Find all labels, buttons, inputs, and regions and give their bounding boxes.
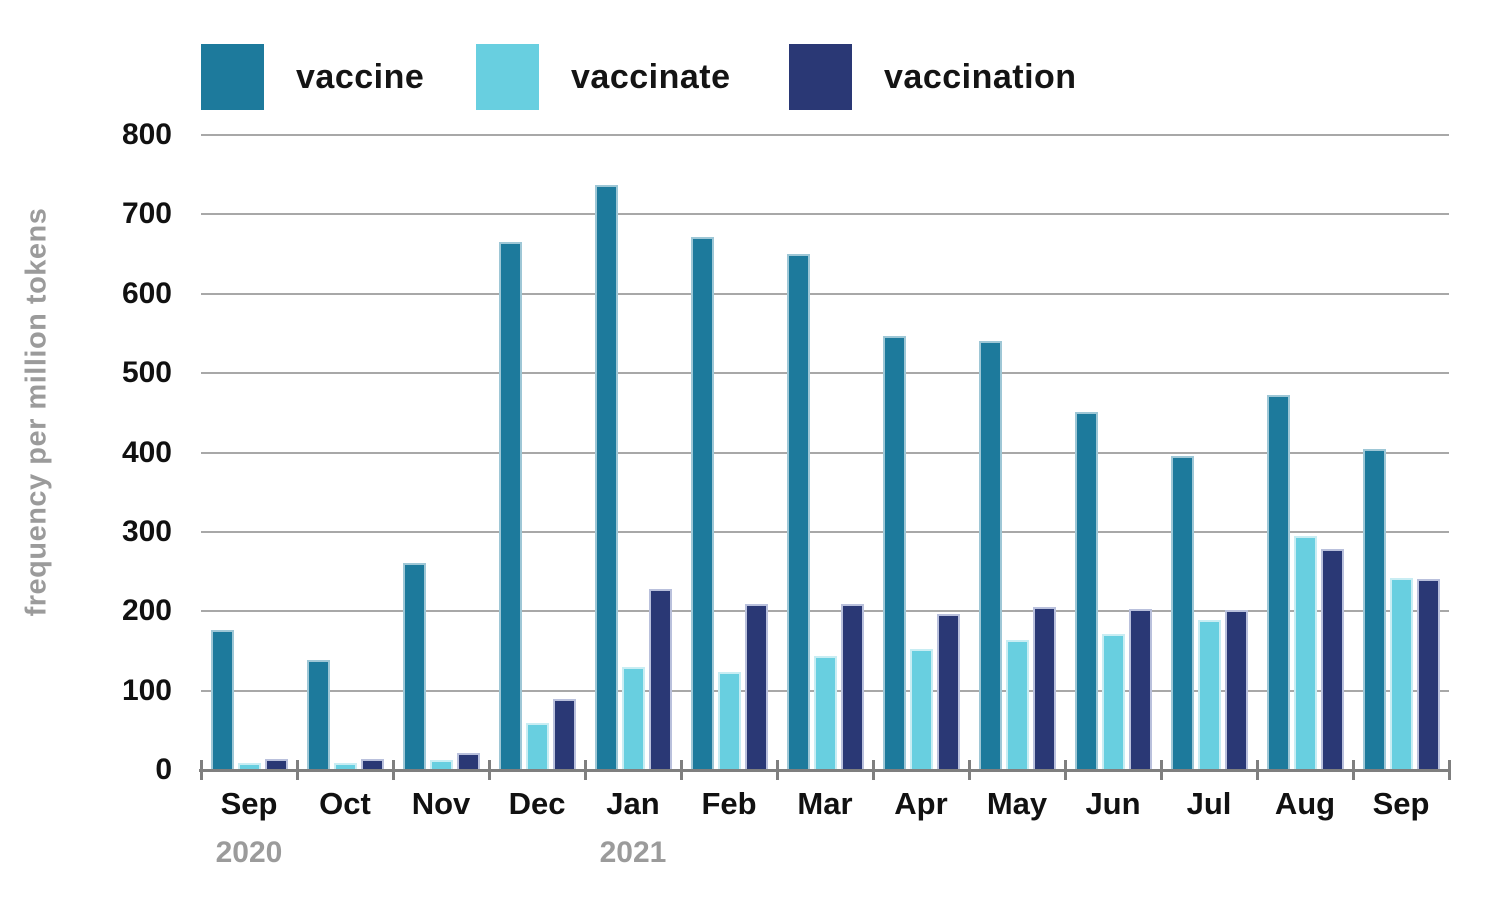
bar-vaccination-may-8 (1033, 607, 1056, 770)
x-axis-label-nov-2: Nov (411, 786, 471, 821)
gridline-700 (201, 213, 1449, 216)
y-axis-label-100: 100 (121, 673, 172, 707)
gridline-500 (201, 372, 1449, 375)
bar-vaccinate-sep-12 (1390, 578, 1413, 770)
x-axis-label-sep-0: Sep (220, 786, 278, 821)
bar-vaccination-sep-0 (265, 759, 288, 770)
legend-swatch-vaccine (201, 44, 264, 110)
bar-vaccinate-apr-7 (910, 649, 933, 770)
x-axis-tick-4 (584, 760, 587, 780)
bar-vaccinate-feb-5 (718, 672, 741, 770)
bar-vaccination-nov-2 (457, 753, 480, 770)
bar-vaccination-feb-5 (745, 604, 768, 770)
x-axis-tick-12 (1352, 760, 1355, 780)
bar-vaccinate-oct-1 (334, 763, 357, 770)
x-axis-label-jan-4: Jan (606, 786, 660, 821)
y-axis-label-600: 600 (121, 276, 172, 310)
bar-vaccine-jun-9 (1075, 412, 1098, 770)
y-axis-label-700: 700 (121, 197, 172, 231)
bar-vaccine-dec-3 (499, 242, 522, 770)
legend-label-vaccinate: vaccinate (571, 57, 731, 96)
x-axis-tick-10 (1160, 760, 1163, 780)
y-axis-label-0: 0 (155, 753, 172, 786)
bar-vaccine-jul-10 (1171, 456, 1194, 770)
bar-vaccinate-jan-4 (622, 667, 645, 770)
y-axis-label-800: 800 (121, 118, 172, 151)
bar-vaccinate-nov-2 (430, 760, 453, 770)
gridline-600 (201, 292, 1449, 295)
x-axis-tick-1 (296, 760, 299, 780)
x-axis-tick-13 (1448, 760, 1451, 780)
gridline-400 (201, 451, 1449, 454)
gridline-200 (201, 610, 1449, 613)
bar-vaccination-jun-9 (1129, 609, 1152, 770)
x-axis-label-feb-5: Feb (701, 786, 757, 821)
bar-vaccine-aug-11 (1267, 395, 1290, 770)
bar-vaccine-oct-1 (307, 660, 330, 770)
bar-vaccinate-jul-10 (1198, 620, 1221, 770)
x-axis-tick-3 (488, 760, 491, 780)
y-axis-label-200: 200 (121, 594, 172, 628)
bar-vaccination-aug-11 (1321, 549, 1344, 770)
bar-vaccinate-mar-6 (814, 656, 837, 770)
legend-item-vaccine: vaccine (201, 44, 424, 110)
bar-vaccinate-aug-11 (1294, 536, 1317, 770)
gridline-300 (201, 530, 1449, 533)
x-axis-label-dec-3: Dec (508, 786, 566, 821)
x-axis-tick-11 (1256, 760, 1259, 780)
x-axis-label-aug-11: Aug (1274, 786, 1336, 821)
x-axis-tick-0 (200, 760, 203, 780)
legend-item-vaccinate: vaccinate (476, 44, 731, 110)
x-axis-label-apr-7: Apr (894, 786, 948, 821)
y-axis-label-500: 500 (121, 356, 172, 390)
x-axis-tick-8 (968, 760, 971, 780)
bar-vaccine-sep-0 (211, 630, 234, 770)
bar-vaccine-mar-6 (787, 254, 810, 770)
legend-swatch-vaccination (789, 44, 852, 110)
x-axis-label-oct-1: Oct (319, 786, 371, 821)
bar-vaccination-jan-4 (649, 589, 672, 770)
x-axis-label-sep-12: Sep (1372, 786, 1430, 821)
bar-vaccine-apr-7 (883, 336, 906, 770)
x-axis-line (199, 769, 1451, 772)
bar-vaccine-nov-2 (403, 563, 426, 770)
x-axis-tick-7 (872, 760, 875, 780)
bar-vaccinate-jun-9 (1102, 634, 1125, 770)
bar-vaccination-mar-6 (841, 604, 864, 770)
x-axis-label-jul-10: Jul (1186, 786, 1232, 821)
y-axis-label-400: 400 (121, 435, 172, 469)
legend-item-vaccination: vaccination (789, 44, 1077, 110)
bar-vaccination-oct-1 (361, 759, 384, 770)
bar-vaccination-dec-3 (553, 699, 576, 770)
year-label-2021: 2021 (599, 836, 667, 869)
x-axis-label-jun-9: Jun (1085, 786, 1141, 821)
bar-vaccine-jan-4 (595, 185, 618, 770)
bar-vaccination-jul-10 (1225, 610, 1248, 770)
x-axis-tick-9 (1064, 760, 1067, 780)
year-label-2020: 2020 (215, 836, 283, 869)
x-axis-label-may-8: May (986, 786, 1048, 821)
bar-vaccinate-may-8 (1006, 640, 1029, 770)
bar-vaccination-apr-7 (937, 614, 960, 770)
legend-swatch-vaccinate (476, 44, 539, 110)
legend-label-vaccine: vaccine (296, 57, 425, 96)
bar-vaccinate-sep-0 (238, 763, 261, 770)
legend-label-vaccination: vaccination (884, 57, 1077, 96)
x-axis-tick-2 (392, 760, 395, 780)
bar-vaccinate-dec-3 (526, 723, 549, 770)
x-axis-tick-5 (680, 760, 683, 780)
x-axis-tick-6 (776, 760, 779, 780)
bar-vaccine-may-8 (979, 341, 1002, 770)
x-axis-label-mar-6: Mar (797, 786, 853, 821)
bar-vaccine-feb-5 (691, 237, 714, 770)
bar-vaccine-sep-12 (1363, 449, 1386, 770)
y-axis-label-300: 300 (121, 514, 172, 548)
y-axis-title: frequency per million tokens (20, 207, 53, 617)
bar-vaccination-sep-12 (1417, 579, 1440, 770)
gridline-800 (201, 134, 1449, 136)
